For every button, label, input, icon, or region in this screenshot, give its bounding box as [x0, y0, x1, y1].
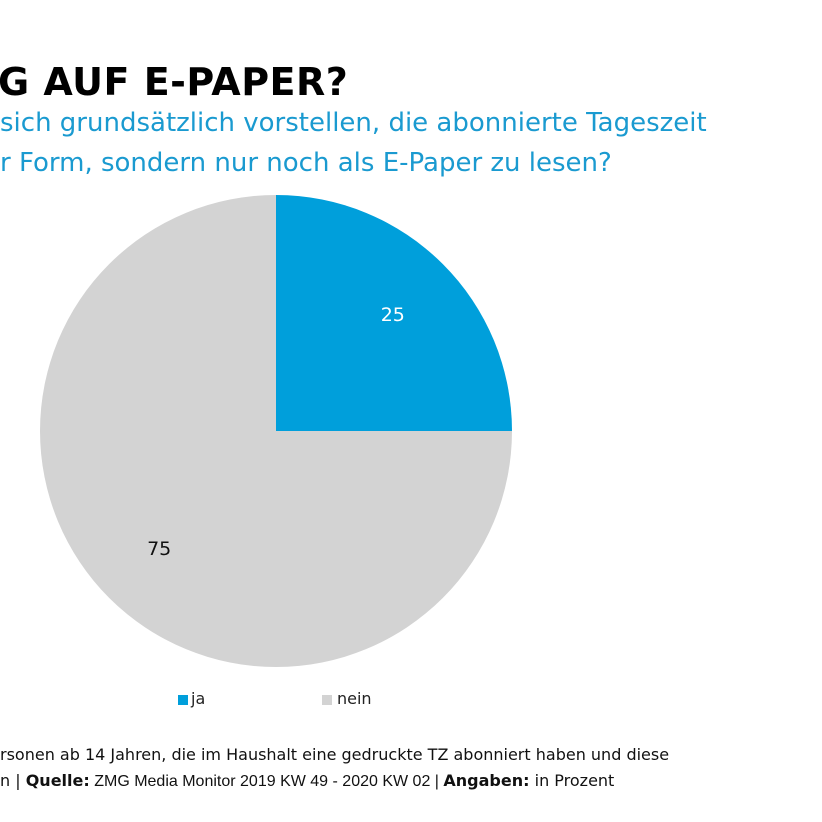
- source-value: ZMG Media Monitor 2019 KW 49 - 2020 KW 0…: [89, 773, 444, 790]
- chart-subtitle-line-1: sich grundsätzlich vorstellen, die abonn…: [0, 108, 707, 138]
- chart-title: G AUF E-PAPER?: [0, 60, 349, 104]
- footer-note-line-1: rsonen ab 14 Jahren, die im Haushalt ein…: [0, 745, 670, 764]
- data-label-ja: 25: [381, 304, 405, 326]
- source-label: Quelle:: [25, 771, 90, 790]
- legend-label-ja: ja: [191, 689, 206, 708]
- footer-note-line-2: n | Quelle: ZMG Media Monitor 2019 KW 49…: [0, 771, 614, 791]
- legend-label-nein: nein: [337, 689, 372, 708]
- data-label-nein: 75: [147, 538, 171, 560]
- units-value: in Prozent: [529, 771, 615, 790]
- pie-slice-nein: [40, 195, 512, 667]
- legend-swatch-nein: [322, 695, 332, 705]
- units-label: Angaben:: [443, 771, 530, 790]
- legend-swatch-ja: [178, 695, 188, 705]
- pie-slice-ja: [276, 195, 512, 431]
- chart-subtitle-line-2: r Form, sondern nur noch als E-Paper zu …: [0, 148, 612, 178]
- footer-prefix: n |: [0, 771, 26, 790]
